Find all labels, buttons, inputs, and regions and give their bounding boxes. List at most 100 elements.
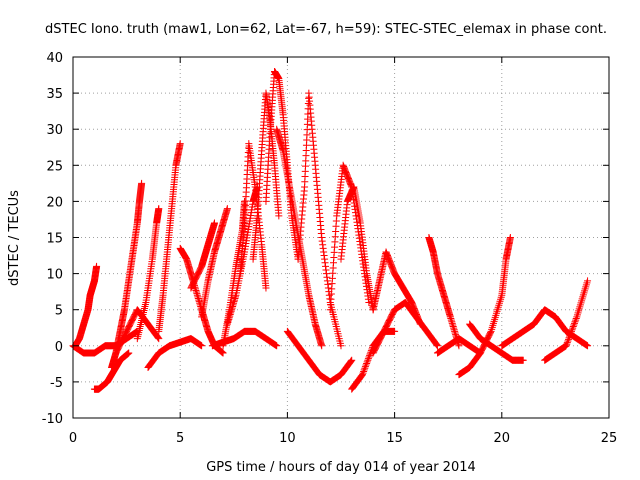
axes: 0 5 10 15 20 25 -10 -5 0 5 10 15 20 25 30 35 40: [42, 51, 618, 446]
chart-title: dSTEC Iono. truth (maw1, Lon=62, Lat=-67…: [45, 22, 607, 37]
data-point: [391, 327, 399, 335]
y-tick-label: 20: [46, 195, 63, 210]
data-point: [364, 355, 372, 363]
data-point: [567, 327, 575, 335]
data-point: [361, 363, 369, 371]
series-arc-30: [498, 306, 592, 350]
data-point: [198, 342, 206, 350]
data-point: [366, 351, 374, 359]
y-tick-label: 25: [46, 159, 63, 174]
data-point: [219, 349, 227, 357]
y-tick-label: -5: [50, 376, 63, 391]
data-point: [357, 372, 365, 380]
series-arc-03: [90, 349, 133, 393]
series-arc-22: [337, 183, 377, 314]
data-point: [154, 333, 162, 341]
data-point: [363, 358, 371, 366]
y-tick-label: 15: [46, 232, 63, 247]
y-tick-label: 0: [55, 340, 63, 355]
series-arc-19: [294, 89, 345, 350]
y-tick-label: 5: [55, 304, 63, 319]
series-arc-15: [236, 140, 270, 292]
y-tick-label: -10: [42, 412, 63, 427]
series-arc-26: [425, 234, 463, 350]
series-arc-27: [433, 335, 484, 357]
y-tick-label: 30: [46, 123, 63, 138]
data-point: [362, 361, 370, 369]
data-point: [584, 277, 592, 285]
data-point: [358, 371, 366, 379]
data-point: [565, 335, 573, 343]
data-point: [568, 326, 576, 334]
y-tick-label: 35: [46, 87, 63, 102]
data-points: [69, 67, 592, 393]
data-point: [365, 353, 373, 361]
data-point: [570, 319, 578, 327]
data-point: [486, 329, 494, 337]
y-tick-label: 10: [46, 268, 63, 283]
y-tick-label: 40: [46, 51, 63, 66]
data-point: [506, 234, 514, 241]
data-point: [563, 340, 571, 348]
series-arc-25: [369, 298, 441, 357]
series-arc-06: [133, 205, 163, 343]
data-point: [572, 315, 580, 323]
data-point: [455, 342, 463, 350]
data-point: [155, 335, 163, 343]
series-arc-31: [541, 277, 592, 364]
data-point: [273, 342, 281, 350]
data-point: [337, 342, 345, 350]
series-arc-01: [71, 262, 101, 350]
data-point: [567, 329, 575, 337]
series-arc-10: [187, 219, 219, 292]
series-arc-23: [348, 327, 399, 393]
series-arc-04: [108, 179, 146, 371]
data-point: [433, 341, 441, 349]
data-point: [359, 369, 367, 377]
x-tick-label: 15: [386, 431, 403, 446]
data-point: [565, 334, 573, 342]
x-axis-label: GPS time / hours of day 014 of year 2014: [206, 460, 476, 475]
y-axis-label: dSTEC / TECUs: [7, 190, 22, 286]
x-tick-label: 5: [176, 431, 184, 446]
data-point: [318, 342, 326, 350]
data-point: [433, 342, 441, 350]
data-point: [564, 337, 572, 345]
data-point: [125, 349, 133, 357]
data-point: [361, 364, 369, 372]
series-arc-11: [198, 205, 231, 321]
data-point: [138, 179, 146, 187]
data-point: [364, 356, 372, 364]
data-point: [566, 331, 574, 339]
series-arc-16: [249, 89, 283, 263]
data-point: [569, 324, 577, 332]
data-point: [562, 342, 570, 350]
series-arc-08: [144, 335, 206, 371]
data-point: [363, 359, 371, 367]
data-point: [347, 358, 355, 366]
data-point: [154, 334, 162, 342]
data-point: [519, 356, 527, 364]
data-point: [432, 340, 440, 348]
data-point: [571, 318, 579, 326]
data-point: [93, 262, 101, 270]
data-point: [572, 316, 580, 324]
x-tick-label: 25: [601, 431, 618, 446]
x-tick-label: 10: [279, 431, 296, 446]
data-point: [223, 205, 231, 213]
data-point: [563, 339, 571, 347]
data-point: [348, 356, 356, 364]
data-point: [360, 367, 368, 375]
data-point: [366, 350, 374, 358]
series-arc-29: [466, 320, 527, 364]
data-point: [570, 321, 578, 329]
data-point: [584, 342, 592, 350]
data-point: [155, 205, 163, 213]
data-point: [262, 284, 270, 292]
data-point: [347, 357, 355, 365]
series-arc-14: [208, 327, 281, 350]
series-arc-07: [155, 140, 184, 335]
data-point: [211, 219, 219, 227]
x-tick-label: 20: [494, 431, 511, 446]
series-arc-20: [283, 327, 356, 386]
